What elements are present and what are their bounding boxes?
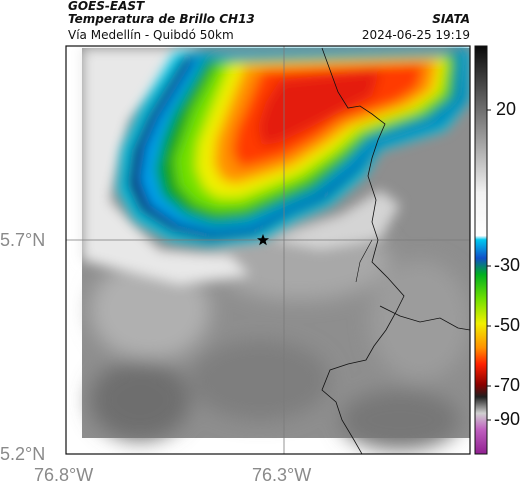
colorbar-label: -50 (494, 315, 521, 335)
location-star-icon (257, 234, 269, 246)
lat-label: 5.2°N (0, 444, 46, 464)
satellite-title: GOES-EAST (68, 0, 145, 13)
lon-label: 76.8°W (34, 465, 94, 485)
colorbar-label: -30 (494, 255, 521, 275)
border-line (321, 47, 405, 454)
colorbar-label: 20 (496, 99, 517, 119)
product-subtitle: Temperatura de Brillo CH13 (68, 12, 255, 26)
datetime-label: 2024-06-25 19:19 (361, 28, 470, 42)
brand-label: SIATA (432, 12, 470, 26)
colorbar (474, 45, 488, 455)
lat-label: 5.7°N (0, 230, 46, 250)
colorbar-label: -70 (494, 375, 521, 395)
border-line-tertiary (355, 239, 373, 283)
lon-label: 76.3°W (252, 465, 312, 485)
colorbar-label: -90 (494, 409, 521, 429)
border-line-secondary (379, 305, 470, 331)
location-label: Vía Medellín - Quibdó 50km (68, 28, 234, 42)
map-frame (65, 45, 471, 455)
